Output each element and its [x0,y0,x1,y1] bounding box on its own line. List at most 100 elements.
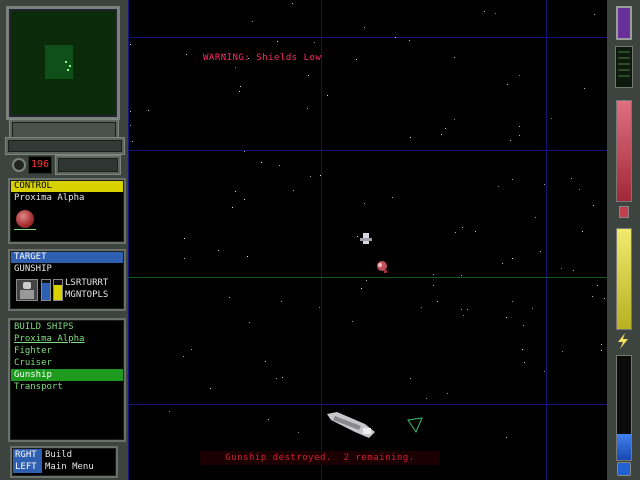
damaged-ship-icon[interactable] [375,259,389,275]
target-type: GUNSHIP [14,264,52,274]
energy-cell [616,6,632,40]
star [281,301,282,302]
star [314,42,315,43]
star [523,325,524,326]
left-action-label: Main Menu [45,462,94,472]
target-box: TARGET GUNSHIP LSRTURRT MGNTOPLS [10,251,124,309]
minimap[interactable] [6,6,120,120]
star [229,297,230,298]
pilot-portrait-icon [16,279,38,301]
star [506,437,507,438]
star [601,350,602,351]
star [235,67,236,68]
build-item-gunship[interactable]: Gunship [11,369,123,381]
star [540,251,541,252]
star [357,236,358,237]
star [244,199,245,200]
fuel-gauge [616,355,632,461]
planet-icon[interactable] [16,210,34,228]
command-row-right[interactable]: RGHT Build [13,449,115,461]
star [276,378,277,379]
star [433,274,434,275]
star [447,393,448,394]
waypoint-marker-icon[interactable] [406,416,424,434]
star [310,176,311,177]
star [327,95,328,96]
command-row-left[interactable]: LEFT Main Menu [13,461,115,473]
grid-line-sector [128,277,607,278]
minimap-blip [67,69,69,71]
star [519,135,520,136]
planet-underline [14,229,36,230]
star [183,356,184,357]
grid-line [128,0,129,480]
star [484,11,485,12]
enemy-ship-icon[interactable] [360,232,372,246]
star [410,137,411,138]
target-armor-fill [54,285,62,300]
star [279,165,280,166]
star [218,250,219,251]
star [249,322,250,323]
star [454,57,455,58]
star [512,258,513,259]
star [298,432,299,433]
build-item-transport[interactable]: Transport [14,382,63,392]
star [571,178,572,179]
star [224,54,225,55]
star [292,3,293,4]
target-shield-gauge [41,279,51,301]
star [268,419,269,420]
star [132,141,133,142]
control-header: CONTROL [11,181,123,192]
indicator-light-icon [12,158,26,172]
build-ships-box: BUILD SHIPS Proxima Alpha Fighter Cruise… [10,320,124,440]
minimap-viewport [45,45,73,79]
star [544,184,545,185]
star [582,231,583,232]
minimap-blip [69,65,71,67]
player-ship-icon[interactable] [325,410,377,440]
star [244,151,245,152]
pilot-head [23,282,31,289]
star [593,205,594,206]
star [445,128,446,129]
star [462,227,463,228]
space-viewport[interactable]: WARNING: Shields Low Gunship destroyed. … [128,0,607,480]
star [544,371,545,372]
star [519,75,520,76]
star [410,378,411,379]
star [421,307,422,308]
star [467,309,468,310]
star [426,398,427,399]
star [437,301,438,302]
command-hints: RGHT Build LEFT Main Menu [12,448,116,476]
star [261,162,262,163]
star [232,207,233,208]
star [532,308,533,309]
star [210,388,211,389]
star [604,298,605,299]
star [433,285,434,286]
grid-line [128,37,607,38]
star [495,13,496,14]
radar-meter [615,46,633,88]
credits-counter: 196 [28,156,52,174]
right-status-panel [607,0,640,480]
star [239,91,240,92]
control-planet-name: Proxima Alpha [14,193,85,203]
build-item-cruiser[interactable]: Cruiser [14,358,52,368]
star [463,315,464,316]
star [364,203,365,204]
star [579,189,580,190]
panel-bezel [56,156,120,174]
star [573,270,574,271]
right-key-label: RGHT [13,449,42,461]
target-weapon-2: MGNTOPLS [65,290,109,300]
target-armor-gauge [53,279,63,301]
star [366,280,367,281]
build-item-fighter[interactable]: Fighter [14,346,52,356]
star [409,40,410,41]
right-action-label: Build [45,450,73,460]
star [506,317,507,318]
